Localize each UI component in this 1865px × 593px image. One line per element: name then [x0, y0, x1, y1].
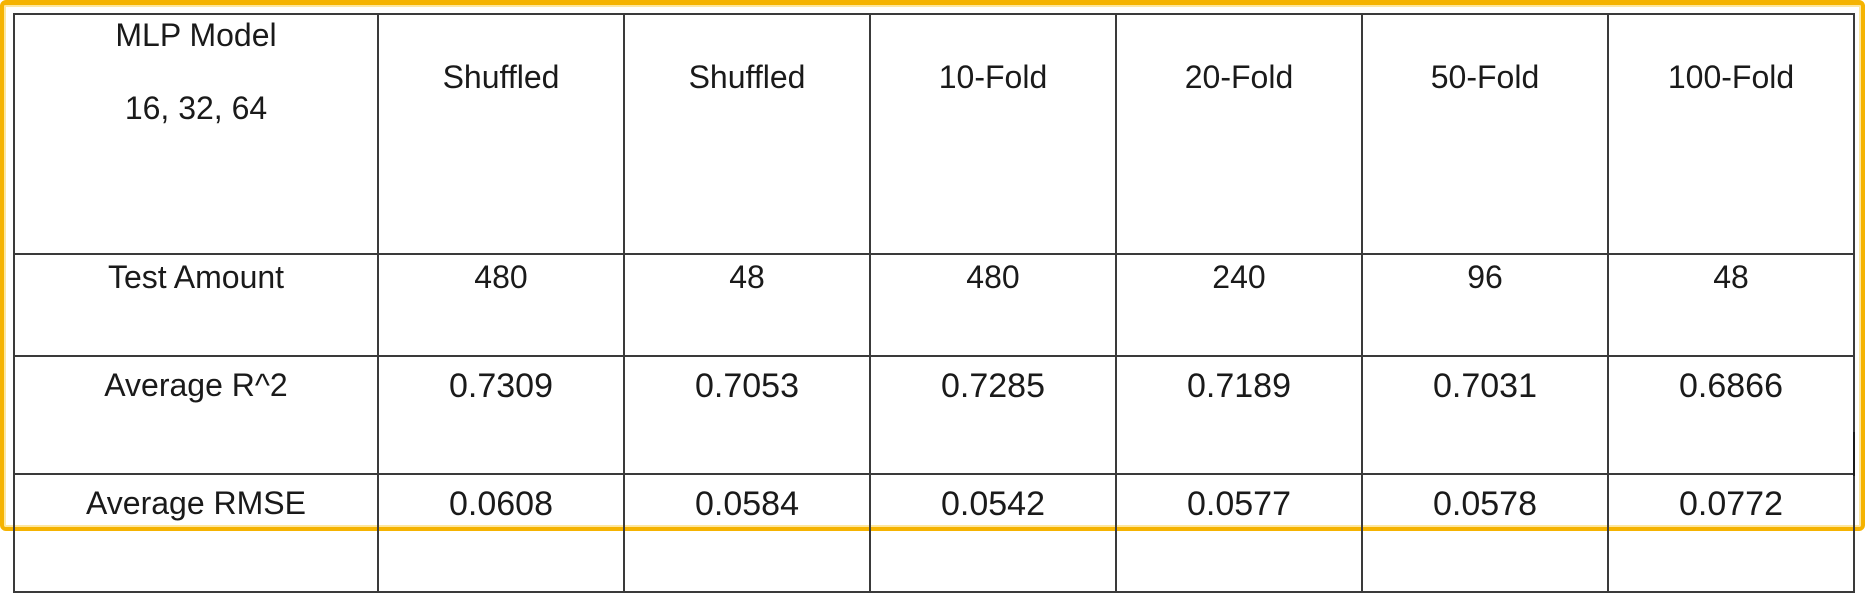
model-title: MLP Model [115, 17, 277, 53]
table-cell: 0.7285 [869, 355, 1117, 475]
column-header: 50-Fold [1361, 13, 1609, 255]
table-cell: 0.0578 [1361, 473, 1609, 593]
table-row: Average R^2 0.7309 0.7053 0.7285 0.7189 … [13, 355, 1855, 475]
table-row: Test Amount 480 48 480 240 96 48 [13, 253, 1855, 357]
model-header-cell: MLP Model 16, 32, 64 [13, 13, 379, 255]
text-cursor [1853, 432, 1855, 476]
results-table: MLP Model 16, 32, 64 Shuffled Shuffled 1… [13, 13, 1855, 593]
table-cell: 0.0542 [869, 473, 1117, 593]
table-cell: 0.0772 [1607, 473, 1855, 593]
table-cell: 0.0577 [1115, 473, 1363, 593]
table-cell: 0.0584 [623, 473, 871, 593]
table-cell: 0.7189 [1115, 355, 1363, 475]
table-cell: 240 [1115, 253, 1363, 357]
table-cell: 0.6866 [1607, 355, 1855, 475]
table-cell: 48 [1607, 253, 1855, 357]
row-label: Average RMSE [13, 473, 379, 593]
table-cell: 0.7031 [1361, 355, 1609, 475]
row-label: Average R^2 [13, 355, 379, 475]
table-cell: 480 [869, 253, 1117, 357]
model-layers: 16, 32, 64 [124, 89, 268, 126]
column-header: Shuffled [377, 13, 625, 255]
column-header: 10-Fold [869, 13, 1117, 255]
table-cell: 0.7053 [623, 355, 871, 475]
table-header-row: MLP Model 16, 32, 64 Shuffled Shuffled 1… [13, 13, 1855, 255]
column-header: Shuffled [623, 13, 871, 255]
table-cell: 0.0608 [377, 473, 625, 593]
column-header: 20-Fold [1115, 13, 1363, 255]
table-cell: 480 [377, 253, 625, 357]
column-header: 100-Fold [1607, 13, 1855, 255]
table-cell: 0.7309 [377, 355, 625, 475]
table-cell: 48 [623, 253, 871, 357]
row-label: Test Amount [13, 253, 379, 357]
table-row: Average RMSE 0.0608 0.0584 0.0542 0.0577… [13, 473, 1855, 593]
table-cell: 96 [1361, 253, 1609, 357]
